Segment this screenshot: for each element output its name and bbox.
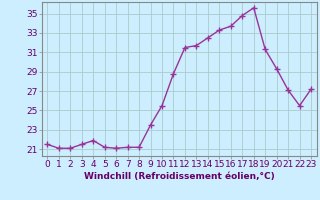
X-axis label: Windchill (Refroidissement éolien,°C): Windchill (Refroidissement éolien,°C): [84, 172, 275, 181]
